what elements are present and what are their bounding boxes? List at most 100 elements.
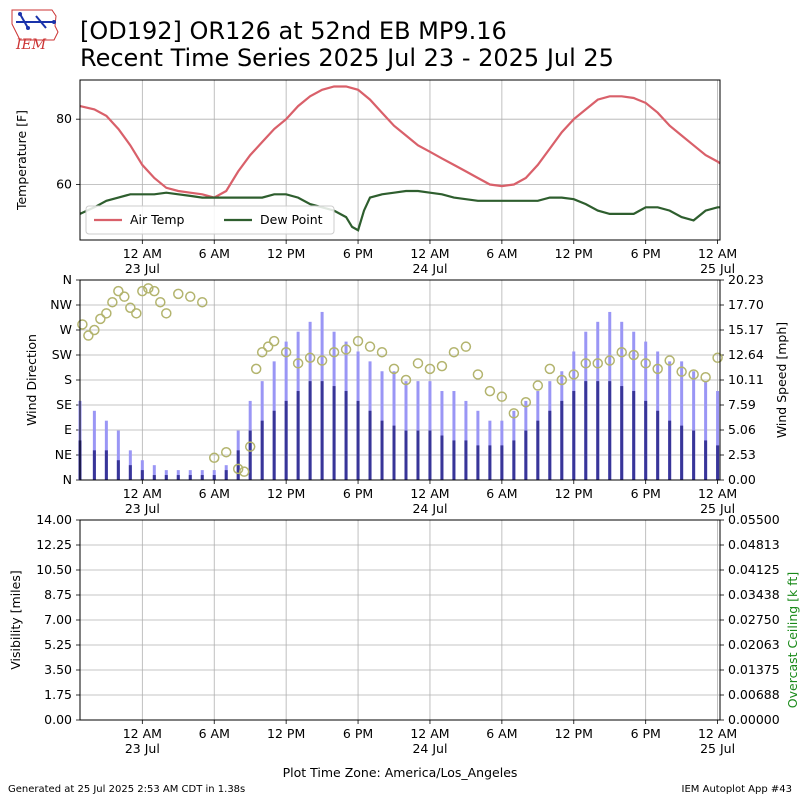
visibility-tick-label: 14.00 xyxy=(36,512,72,527)
ceiling-tick-label: 0.02063 xyxy=(728,637,780,652)
ceiling-tick-label: 0.04125 xyxy=(728,562,780,577)
speed-bar xyxy=(404,430,408,480)
speed-bar xyxy=(332,386,336,480)
x-tick-label: 12 PM xyxy=(555,246,593,261)
speed-tick-label: 20.23 xyxy=(728,272,764,287)
direction-point xyxy=(316,355,328,366)
direction-point xyxy=(592,358,604,369)
speed-bar xyxy=(440,435,444,480)
x-tick-sublabel: 25 Jul xyxy=(700,501,735,516)
speed-bar xyxy=(140,470,144,480)
direction-point xyxy=(161,308,172,319)
direction-point xyxy=(604,355,615,366)
visibility-tick-label: 10.50 xyxy=(36,562,72,577)
direction-point xyxy=(400,374,412,386)
x-tick-label: 6 PM xyxy=(343,246,373,261)
x-tick-sublabel: 24 Jul xyxy=(412,741,447,756)
gust-bar xyxy=(680,361,684,480)
direction-point xyxy=(364,341,376,352)
gust-bar xyxy=(692,371,696,480)
speed-bar xyxy=(584,381,588,480)
x-tick-sublabel: 25 Jul xyxy=(700,741,735,756)
air-temp-line xyxy=(79,85,721,199)
legend-box xyxy=(85,205,335,235)
gust-bar xyxy=(452,391,456,480)
legend-label-air-temp: Air Temp xyxy=(130,212,185,227)
direction-point xyxy=(143,283,154,294)
direction-tick-label: NW xyxy=(50,297,72,312)
direction-point xyxy=(448,346,460,358)
x-tick-label: 6 PM xyxy=(343,486,373,501)
speed-tick-label: 15.17 xyxy=(728,322,764,337)
speed-bar xyxy=(356,400,360,480)
direction-point xyxy=(83,330,94,341)
direction-point xyxy=(472,369,484,380)
speed-bar xyxy=(524,430,528,480)
x-tick-label: 12 PM xyxy=(267,246,305,261)
temperature-ylabel: Temperature [F] xyxy=(14,110,29,211)
speed-bar xyxy=(344,391,348,480)
direction-point xyxy=(304,352,316,364)
direction-point xyxy=(616,346,627,358)
direction-point xyxy=(556,374,568,386)
speed-bar xyxy=(284,400,288,480)
direction-point xyxy=(232,463,244,475)
speed-bar xyxy=(608,381,612,480)
direction-point xyxy=(376,346,388,358)
gust-bar xyxy=(164,470,168,480)
speed-bar xyxy=(656,410,660,480)
direction-point xyxy=(149,285,160,297)
direction-point xyxy=(676,366,687,377)
direction-point xyxy=(484,385,496,397)
visibility-tick-label: 8.75 xyxy=(44,587,72,602)
speed-bar xyxy=(704,440,708,480)
app-credit: IEM Autoplot App #43 xyxy=(681,784,792,795)
visibility-tick-label: 1.75 xyxy=(44,687,72,702)
direction-point xyxy=(220,446,232,458)
x-tick-label: 12 AM xyxy=(410,246,449,261)
plot-frame xyxy=(79,79,721,241)
x-tick-label: 6 AM xyxy=(199,726,230,741)
speed-bar xyxy=(428,430,432,480)
direction-point xyxy=(113,285,124,297)
speed-bar xyxy=(632,391,636,480)
x-tick-label: 12 AM xyxy=(410,486,449,501)
gust-bar xyxy=(212,470,216,480)
speed-tick-label: 2.53 xyxy=(728,447,756,462)
svg-text:IEM: IEM xyxy=(15,37,47,52)
direction-point xyxy=(520,396,532,408)
timezone-xlabel: Plot Time Zone: America/Los_Angeles xyxy=(282,765,518,780)
speed-bar xyxy=(236,450,240,480)
x-tick-label: 6 AM xyxy=(486,246,517,261)
speed-bar xyxy=(104,450,108,480)
direction-point xyxy=(436,360,448,372)
direction-point xyxy=(388,363,400,375)
direction-point xyxy=(712,352,723,364)
x-tick-label: 12 AM xyxy=(123,486,162,501)
gust-bar xyxy=(716,391,720,480)
direction-point xyxy=(250,363,262,375)
direction-point xyxy=(580,358,592,369)
speed-bar xyxy=(476,445,480,480)
x-tick-sublabel: 24 Jul xyxy=(412,261,447,276)
direction-tick-label: SW xyxy=(52,347,72,362)
direction-tick-label: W xyxy=(60,322,72,337)
direction-point xyxy=(89,324,100,336)
gust-bar xyxy=(176,470,180,480)
x-tick-label: 12 PM xyxy=(267,486,305,501)
speed-bar xyxy=(260,420,264,480)
generated-note: Generated at 25 Jul 2025 2:53 AM CDT in … xyxy=(8,784,246,795)
x-tick-sublabel: 23 Jul xyxy=(125,741,160,756)
iem-logo: IEM xyxy=(11,9,59,52)
direction-point xyxy=(196,296,208,308)
speed-bar xyxy=(176,475,180,480)
speed-bar xyxy=(308,381,312,480)
speed-bar xyxy=(200,475,204,480)
direction-point xyxy=(652,363,663,375)
speed-bar xyxy=(116,460,120,480)
speed-bar xyxy=(596,381,600,480)
speed-bar xyxy=(92,450,96,480)
x-tick-label: 6 PM xyxy=(631,246,661,261)
direction-point xyxy=(532,380,544,391)
